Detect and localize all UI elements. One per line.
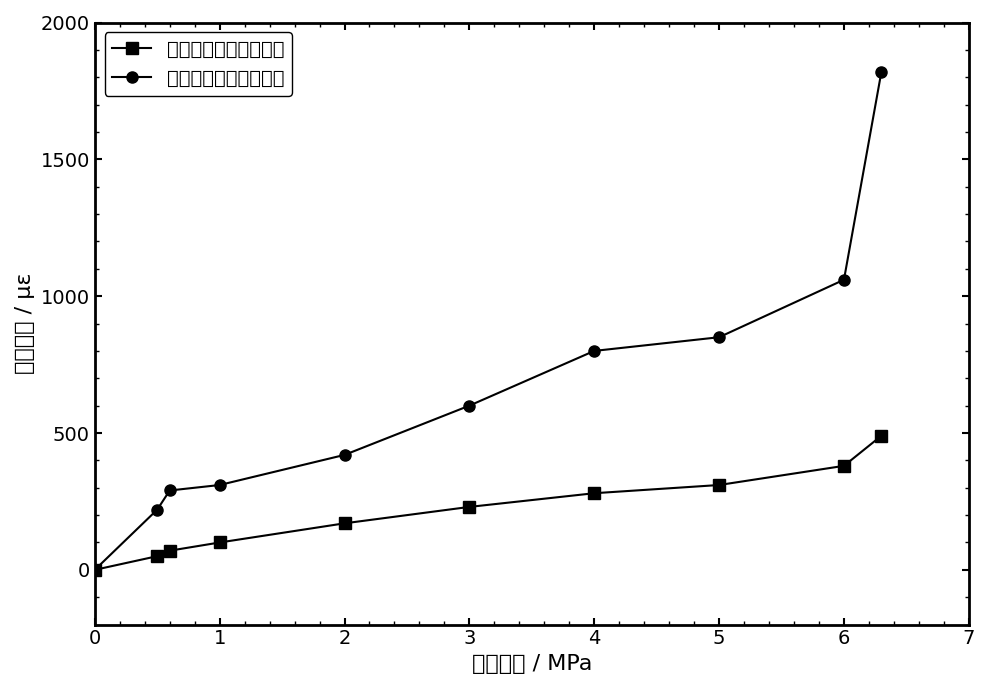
带弹性缓冲层的储氢罐 [463, 503, 475, 511]
带弹性缓冲层的储氢罐 [588, 489, 600, 497]
带弹性缓冲层的储氢罐 [875, 431, 887, 440]
带弹性缓冲层的储氢罐 [89, 566, 101, 574]
无弹性缓冲层的储氢罐 [163, 486, 175, 495]
Legend: 带弹性缓冲层的储氢罐, 无弹性缓冲层的储氢罐: 带弹性缓冲层的储氢罐, 无弹性缓冲层的储氢罐 [105, 32, 292, 96]
无弹性缓冲层的储氢罐 [89, 566, 101, 574]
无弹性缓冲层的储氢罐 [713, 333, 725, 341]
Y-axis label: 微观应变 / με: 微观应变 / με [15, 273, 35, 374]
无弹性缓冲层的储氢罐 [875, 68, 887, 76]
X-axis label: 氢气压力 / MPa: 氢气压力 / MPa [471, 654, 592, 674]
无弹性缓冲层的储氢罐 [151, 506, 163, 514]
带弹性缓冲层的储氢罐 [339, 520, 350, 528]
带弹性缓冲层的储氢罐 [163, 546, 175, 555]
无弹性缓冲层的储氢罐 [214, 481, 226, 489]
无弹性缓冲层的储氢罐 [838, 276, 849, 284]
带弹性缓冲层的储氢罐 [214, 538, 226, 546]
Line: 无弹性缓冲层的储氢罐: 无弹性缓冲层的储氢罐 [89, 66, 887, 575]
带弹性缓冲层的储氢罐 [838, 462, 849, 470]
无弹性缓冲层的储氢罐 [463, 402, 475, 410]
Line: 带弹性缓冲层的储氢罐: 带弹性缓冲层的储氢罐 [89, 430, 887, 575]
带弹性缓冲层的储氢罐 [151, 552, 163, 560]
无弹性缓冲层的储氢罐 [339, 451, 350, 459]
带弹性缓冲层的储氢罐 [713, 481, 725, 489]
无弹性缓冲层的储氢罐 [588, 347, 600, 355]
